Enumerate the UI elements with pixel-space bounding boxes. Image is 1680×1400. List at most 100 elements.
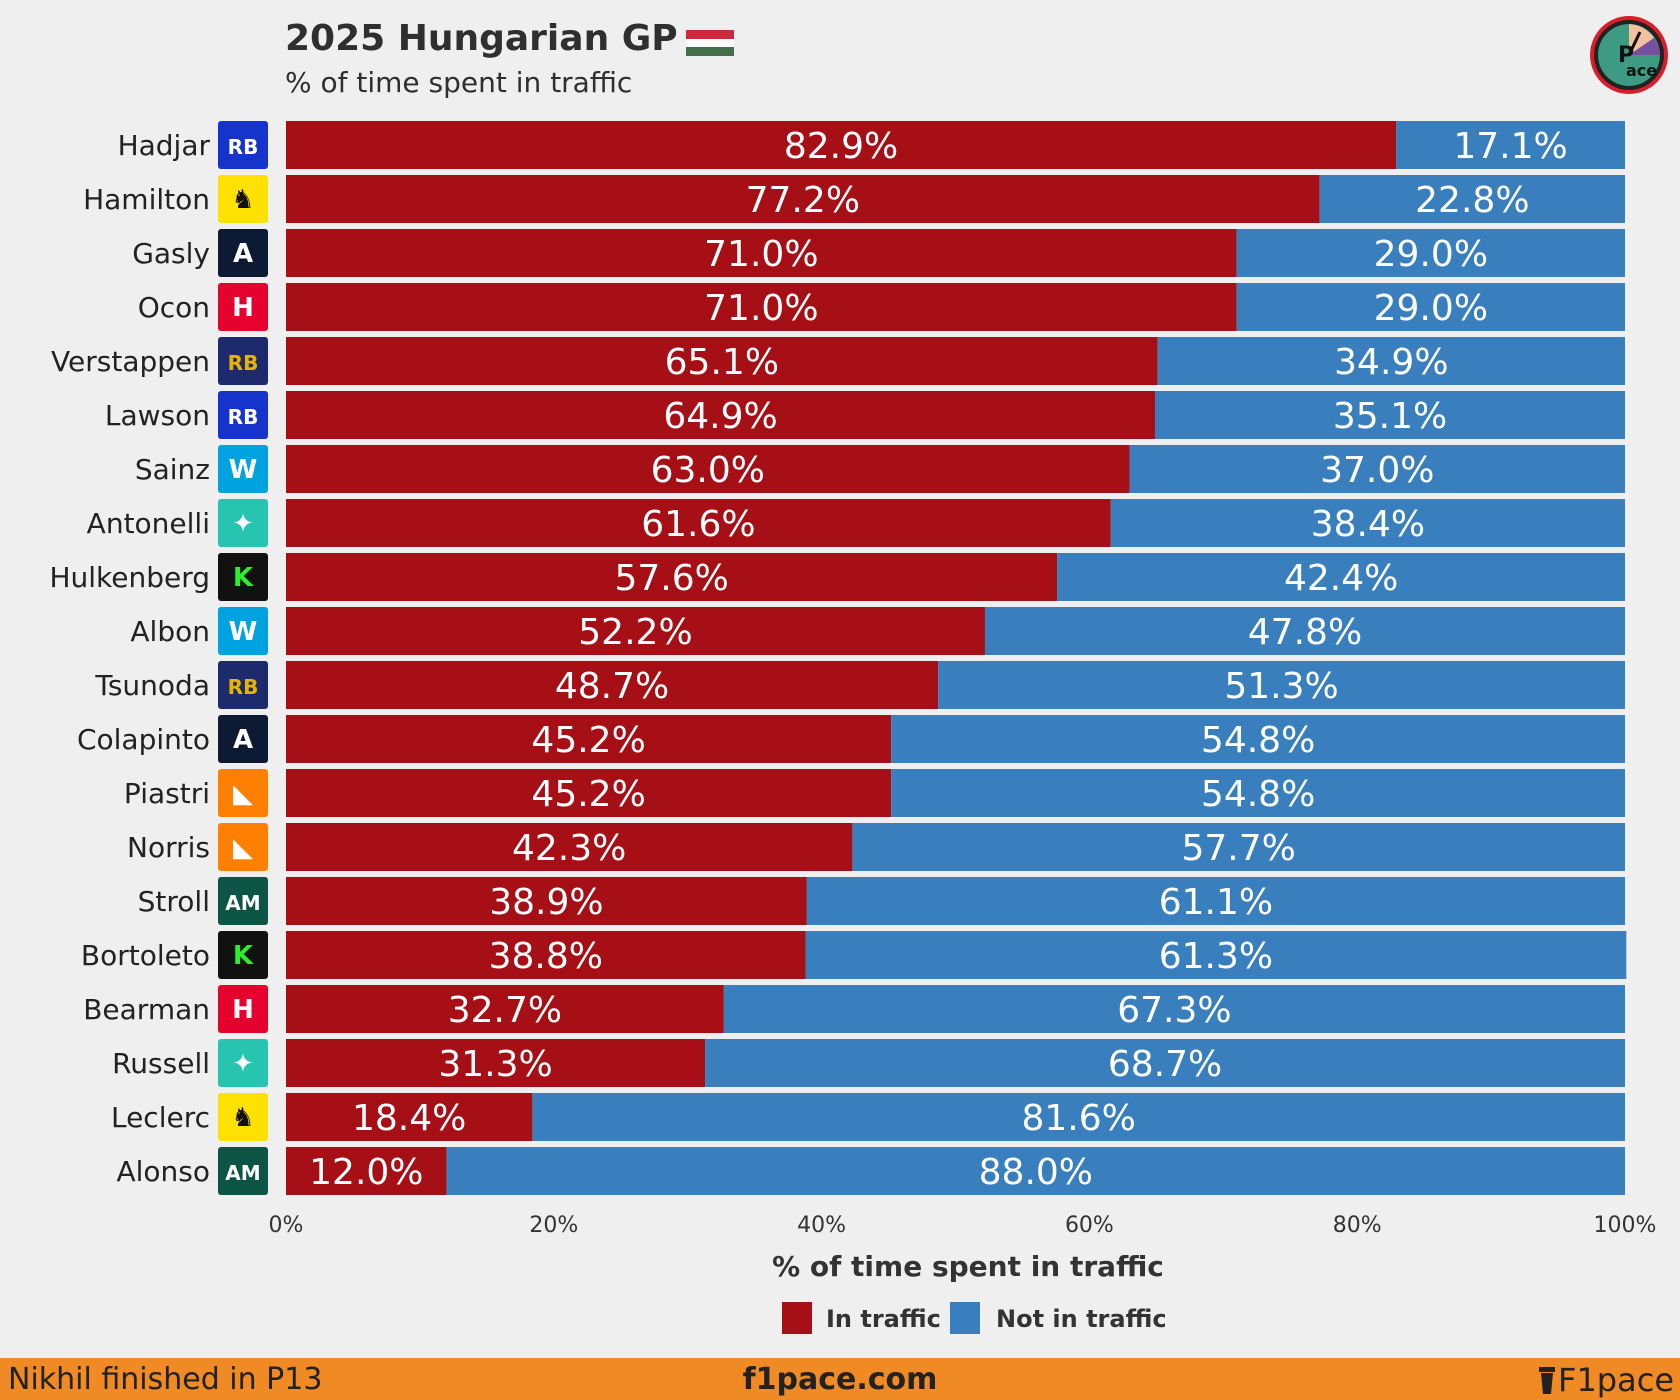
data-label-not-in-traffic: 54.8% [1201, 774, 1315, 815]
data-label-in-traffic: 31.3% [438, 1044, 552, 1085]
team-logo-mark: W [229, 617, 258, 647]
data-label-not-in-traffic: 29.0% [1374, 288, 1488, 329]
cup-icon [1539, 1367, 1556, 1394]
driver-label: Hadjar [118, 129, 211, 162]
team-logo-bg [218, 283, 268, 331]
x-tick-label: 0% [269, 1213, 304, 1238]
team-logo-bg [218, 769, 268, 817]
data-label-in-traffic: 38.8% [489, 936, 603, 977]
team-logo-icon: ✦ [218, 1039, 268, 1087]
data-label-not-in-traffic: 47.8% [1248, 612, 1362, 653]
team-logo-bg [218, 1093, 268, 1141]
bar-not-in-traffic [532, 1093, 1625, 1141]
data-label-not-in-traffic: 81.6% [1022, 1098, 1136, 1139]
team-logo-mark: ♞ [231, 185, 254, 215]
bar-in-traffic [286, 445, 1130, 493]
stacked-bar-chart: 82.9% 17.1% Hadjar RB 77.2% 22.8% Hamilton ♞ 71.… [49, 121, 1657, 1334]
team-logo-bg [218, 715, 268, 763]
team-logo-mark: RB [228, 405, 259, 429]
bar-in-traffic [286, 553, 1058, 601]
data-label-not-in-traffic: 88.0% [979, 1152, 1093, 1193]
driver-label: Hulkenberg [49, 561, 210, 594]
data-label-in-traffic: 52.2% [578, 612, 692, 653]
team-logo-mark: AM [225, 891, 260, 915]
hungary-flag-icon [686, 30, 734, 56]
data-label-in-traffic: 77.2% [746, 180, 860, 221]
driver-label: Tsunoda [94, 669, 210, 702]
team-logo-icon: ♞ [218, 175, 268, 223]
team-logo-bg [218, 1147, 268, 1195]
bar-in-traffic [286, 175, 1320, 223]
data-label-not-in-traffic: 35.1% [1333, 396, 1447, 437]
legend-label-not-in-traffic: Not in traffic [996, 1305, 1167, 1333]
team-logo-mark: H [232, 995, 254, 1025]
bar-not-in-traffic [891, 715, 1625, 763]
team-logo-bg [218, 229, 268, 277]
x-tick-label: 100% [1594, 1213, 1657, 1238]
driver-label: Ocon [138, 291, 210, 324]
footer-note: Nikhil finished in P13 [8, 1362, 323, 1397]
bar-in-traffic [286, 769, 892, 817]
driver-label: Stroll [138, 885, 210, 918]
team-logo-icon: AM [218, 877, 268, 925]
data-label-in-traffic: 71.0% [704, 234, 818, 275]
x-tick-label: 20% [529, 1213, 578, 1238]
team-logo-icon: ✦ [218, 499, 268, 547]
data-label-in-traffic: 12.0% [309, 1152, 423, 1193]
bar-in-traffic [286, 229, 1237, 277]
bar-not-in-traffic [1396, 121, 1625, 169]
f1pace-logo-icon: P ace [1590, 16, 1668, 94]
team-logo-mark: A [233, 725, 253, 755]
data-label-not-in-traffic: 42.4% [1284, 558, 1398, 599]
bar-not-in-traffic [891, 769, 1625, 817]
team-logo-icon: K [218, 553, 268, 601]
data-label-not-in-traffic: 61.1% [1159, 882, 1273, 923]
bar-not-in-traffic [806, 877, 1625, 925]
team-logo-mark: K [233, 941, 254, 971]
data-label-in-traffic: 61.6% [641, 504, 755, 545]
legend-label-in-traffic: In traffic [826, 1305, 941, 1333]
bar-in-traffic [286, 715, 892, 763]
data-label-not-in-traffic: 57.7% [1182, 828, 1296, 869]
team-logo-bg [218, 175, 268, 223]
team-logo-bg [218, 391, 268, 439]
bar-not-in-traffic [1110, 499, 1625, 547]
driver-label: Piastri [124, 777, 210, 810]
team-logo-icon: ◣ [218, 769, 268, 817]
team-logo-mark: A [233, 239, 253, 269]
team-logo-icon: K [218, 931, 268, 979]
team-logo-mark: ♞ [231, 1103, 254, 1133]
data-label-not-in-traffic: 68.7% [1108, 1044, 1222, 1085]
data-label-in-traffic: 45.2% [531, 720, 645, 761]
team-logo-icon: H [218, 985, 268, 1033]
bar-not-in-traffic [1129, 445, 1625, 493]
team-logo-mark: H [232, 293, 254, 323]
driver-label: Antonelli [87, 507, 210, 540]
data-label-in-traffic: 42.3% [512, 828, 626, 869]
data-label-in-traffic: 57.6% [614, 558, 728, 599]
footer-brand-text: F1pace [1558, 1361, 1674, 1399]
team-logo-bg [218, 661, 268, 709]
data-label-not-in-traffic: 29.0% [1374, 234, 1488, 275]
bar-in-traffic [286, 337, 1158, 385]
footer-brand: F1pace [1538, 1361, 1674, 1399]
team-logo-mark: ◣ [233, 779, 253, 809]
data-label-not-in-traffic: 61.3% [1159, 936, 1273, 977]
bar-in-traffic [286, 1093, 533, 1141]
team-logo-icon: RB [218, 661, 268, 709]
driver-label: Colapinto [77, 723, 210, 756]
bar-in-traffic [286, 877, 807, 925]
legend-swatch-in-traffic [782, 1302, 812, 1334]
bar-not-in-traffic [852, 823, 1625, 871]
bar-in-traffic [286, 1039, 706, 1087]
driver-label: Bortoleto [81, 939, 210, 972]
driver-label: Norris [127, 831, 210, 864]
team-logo-mark: ✦ [232, 1049, 254, 1079]
data-label-not-in-traffic: 34.9% [1334, 342, 1448, 383]
data-label-in-traffic: 18.4% [352, 1098, 466, 1139]
data-label-not-in-traffic: 67.3% [1117, 990, 1231, 1031]
data-label-not-in-traffic: 37.0% [1320, 450, 1434, 491]
team-logo-icon: A [218, 229, 268, 277]
bar-not-in-traffic [723, 985, 1625, 1033]
team-logo-icon: RB [218, 391, 268, 439]
